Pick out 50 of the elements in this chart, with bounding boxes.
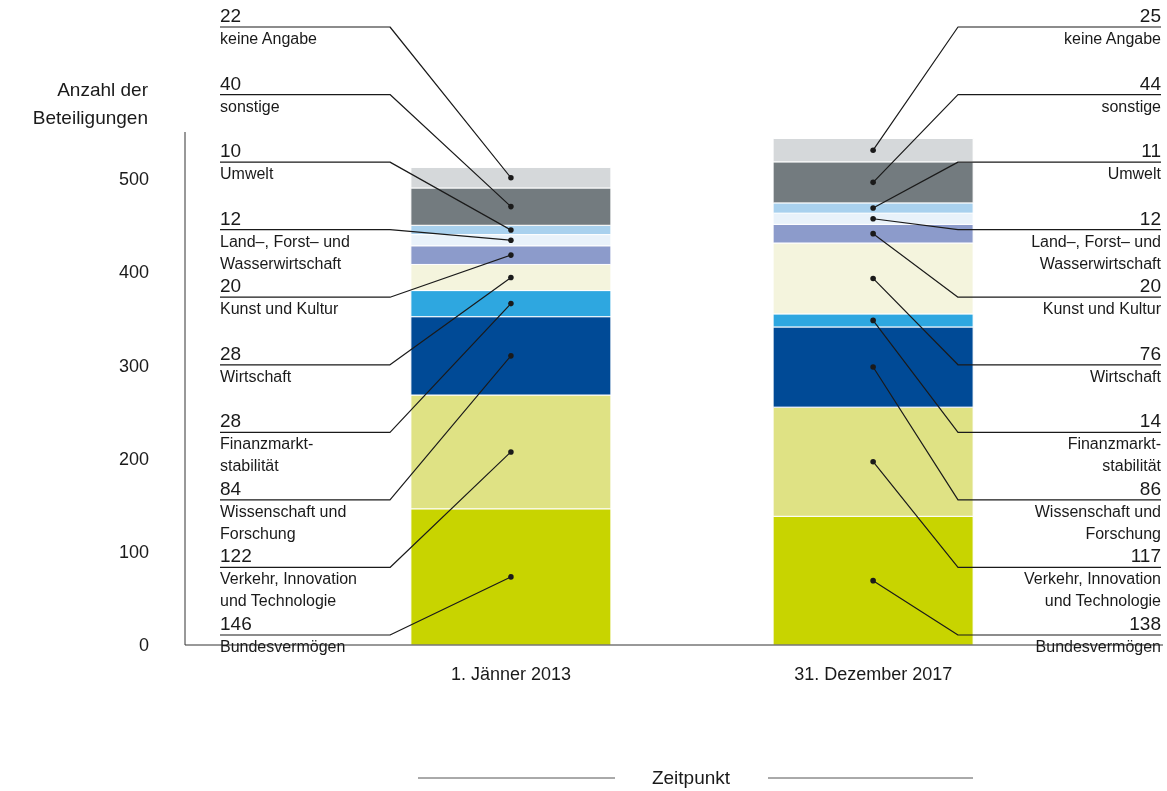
data-label: 76 — [1139, 342, 1161, 364]
text: keine Angabe — [220, 30, 317, 47]
data-label: 122 — [220, 545, 252, 567]
x-tick-label: 1. Jänner 2013 — [450, 663, 572, 684]
text: Land–, Forst– und Wasserwirtschaft — [220, 232, 350, 272]
data-label: 14 — [1139, 410, 1162, 432]
text: Bundesvermögen — [220, 638, 346, 655]
y-axis-title: Anzahl der Beteiligungen — [32, 79, 149, 128]
text: Wirtschaft — [220, 367, 292, 385]
text: Finanzmarkt-stabilität — [1067, 435, 1162, 475]
x-tick-label: 31. Dezember 2017 — [794, 663, 953, 684]
data-label: 138 — [1129, 613, 1161, 634]
text: Wissenschaft und Forschung — [220, 502, 347, 542]
text: Verkehr, Innovation und Technologie — [1024, 570, 1162, 610]
data-label: 25 — [1139, 5, 1161, 26]
data-label: 10 — [220, 140, 242, 162]
data-label: 117 — [1130, 545, 1161, 567]
data-label: 40 — [220, 72, 242, 94]
data-label: 84 — [220, 477, 242, 499]
text: Finanzmarkt-stabilität — [220, 435, 314, 475]
data-label: 11 — [1141, 140, 1161, 162]
data-label: 28 — [220, 342, 242, 364]
text: Kunst und Kultur — [1042, 300, 1161, 318]
y-tick-label: 100 — [118, 542, 149, 563]
text: Wirtschaft — [1089, 367, 1162, 385]
y-tick-label: 0 — [138, 635, 149, 656]
data-label: 12 — [1139, 207, 1161, 229]
y-tick-label: 500 — [118, 169, 149, 190]
data-label: 12 — [220, 207, 242, 229]
y-tick-label: 200 — [118, 448, 149, 469]
data-label: 146 — [220, 613, 252, 634]
data-label: 86 — [1139, 477, 1161, 499]
text: Umwelt — [220, 165, 274, 183]
data-label: 22 — [220, 5, 242, 26]
text: sonstige — [1101, 97, 1162, 115]
text: Wissenschaft und Forschung — [1034, 502, 1161, 542]
data-label: 44 — [1139, 72, 1162, 94]
text: Kunst und Kultur — [220, 300, 339, 318]
y-tick-label: 300 — [118, 355, 149, 376]
data-label: 20 — [1139, 275, 1161, 297]
text: Bundesvermögen — [1035, 638, 1161, 655]
data-label: 20 — [220, 275, 242, 297]
text: Umwelt — [1107, 165, 1162, 183]
text: sonstige — [220, 97, 280, 115]
text: keine Angabe — [1064, 30, 1162, 47]
text: Verkehr, Innovation und Technologie — [220, 570, 357, 610]
y-tick-label: 400 — [118, 262, 149, 283]
data-label: 28 — [220, 410, 242, 432]
text: Land–, Forst– und Wasserwirtschaft — [1031, 232, 1162, 272]
x-axis-title: Zeitpunkt — [651, 767, 731, 788]
